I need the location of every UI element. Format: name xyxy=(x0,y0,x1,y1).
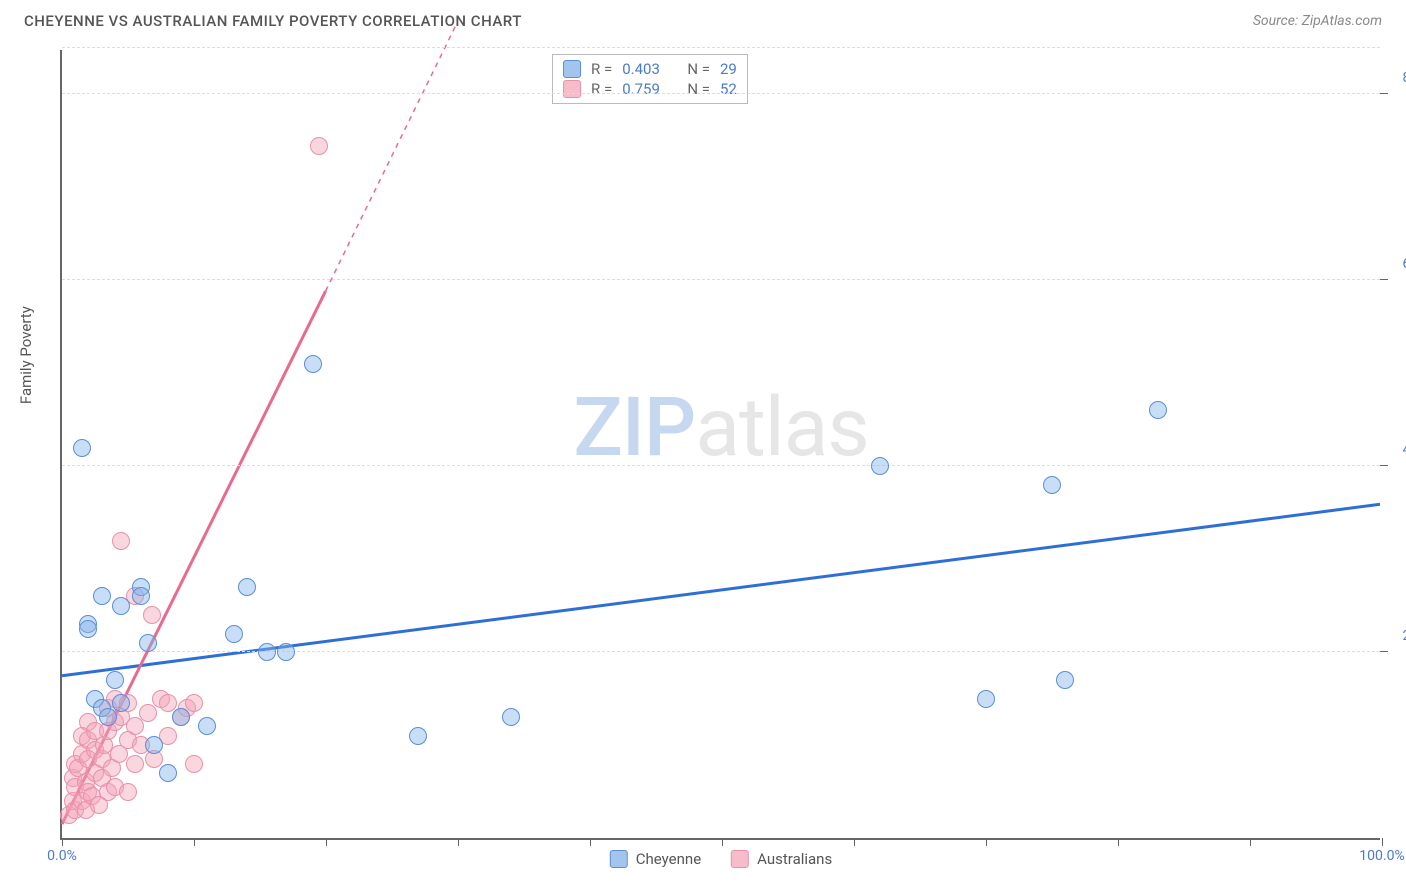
data-point xyxy=(225,625,243,643)
chart-title: CHEYENNE VS AUSTRALIAN FAMILY POVERTY CO… xyxy=(24,12,522,30)
data-point xyxy=(112,597,130,615)
gridline xyxy=(62,93,1380,94)
data-point xyxy=(159,764,177,782)
legend-bottom: Cheyenne Australians xyxy=(610,850,832,868)
x-tick xyxy=(326,838,327,846)
legend-swatch xyxy=(731,850,749,868)
y-tick-label: 40.0% xyxy=(1402,442,1406,458)
gridline xyxy=(62,47,1380,48)
chart-area: ZIPatlas R = 0.403 N = 29R = 0.759 N = 5… xyxy=(60,50,1380,840)
data-point xyxy=(185,755,203,773)
data-point xyxy=(304,355,322,373)
data-point xyxy=(112,532,130,550)
y-tick-label: 20.0% xyxy=(1402,628,1406,644)
legend-swatch xyxy=(563,80,581,98)
data-point xyxy=(977,690,995,708)
legend-item: Cheyenne xyxy=(610,850,701,868)
y-axis-title: Family Poverty xyxy=(17,306,35,404)
data-point xyxy=(1149,401,1167,419)
source-attribution: Source: ZipAtlas.com xyxy=(1253,13,1382,29)
y-tick-label: 80.0% xyxy=(1402,70,1406,86)
gridline xyxy=(62,279,1380,280)
data-point xyxy=(73,439,91,457)
legend-stat-row: R = 0.403 N = 29 xyxy=(563,59,737,79)
data-point xyxy=(1056,671,1074,689)
x-tick xyxy=(854,838,855,846)
data-point xyxy=(277,643,295,661)
data-point xyxy=(132,587,150,605)
data-point xyxy=(1043,476,1061,494)
x-tick xyxy=(1118,838,1119,846)
data-point xyxy=(185,694,203,712)
data-point xyxy=(409,727,427,745)
x-tick xyxy=(1382,838,1383,846)
data-point xyxy=(126,755,144,773)
data-point xyxy=(145,736,163,754)
trend-lines xyxy=(62,50,1380,838)
data-point xyxy=(119,783,137,801)
data-point xyxy=(99,708,117,726)
data-point xyxy=(126,717,144,735)
data-point xyxy=(258,643,276,661)
x-tick xyxy=(458,838,459,846)
x-tick xyxy=(194,838,195,846)
data-point xyxy=(172,708,190,726)
legend-swatch xyxy=(563,60,581,78)
data-point xyxy=(238,578,256,596)
x-tick xyxy=(986,838,987,846)
x-tick xyxy=(1250,838,1251,846)
plot-region: ZIPatlas R = 0.403 N = 29R = 0.759 N = 5… xyxy=(60,50,1380,840)
y-tick-label: 60.0% xyxy=(1402,256,1406,272)
data-point xyxy=(139,634,157,652)
data-point xyxy=(139,704,157,722)
legend-item: Australians xyxy=(731,850,832,868)
data-point xyxy=(502,708,520,726)
x-tick-label: 100.0% xyxy=(1359,848,1404,864)
x-tick xyxy=(722,838,723,846)
data-point xyxy=(106,671,124,689)
data-point xyxy=(198,717,216,735)
legend-stats: R = 0.403 N = 29R = 0.759 N = 52 xyxy=(552,54,748,104)
x-tick xyxy=(62,838,63,846)
data-point xyxy=(143,606,161,624)
data-point xyxy=(93,587,111,605)
legend-stat-row: R = 0.759 N = 52 xyxy=(563,79,737,99)
x-tick-label: 0.0% xyxy=(47,848,77,864)
gridline xyxy=(62,465,1380,466)
data-point xyxy=(112,694,130,712)
legend-swatch xyxy=(610,850,628,868)
data-point xyxy=(871,457,889,475)
x-tick xyxy=(590,838,591,846)
data-point xyxy=(79,620,97,638)
data-point xyxy=(310,137,328,155)
